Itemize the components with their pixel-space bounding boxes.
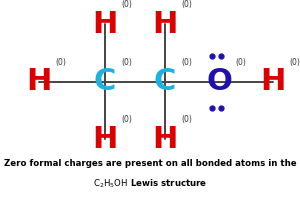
Text: (0): (0) bbox=[182, 0, 192, 9]
Text: $\mathrm{C_2H_5OH}$ Lewis structure: $\mathrm{C_2H_5OH}$ Lewis structure bbox=[93, 177, 207, 190]
Text: H: H bbox=[92, 125, 118, 154]
Text: (0): (0) bbox=[122, 58, 132, 67]
Text: H: H bbox=[26, 67, 52, 96]
Text: H: H bbox=[152, 10, 178, 39]
Text: (0): (0) bbox=[182, 115, 192, 124]
Text: H: H bbox=[92, 10, 118, 39]
Text: (0): (0) bbox=[122, 115, 132, 124]
Text: H: H bbox=[260, 67, 286, 96]
Text: O: O bbox=[206, 67, 232, 96]
Text: C: C bbox=[94, 67, 116, 96]
Text: (0): (0) bbox=[122, 0, 132, 9]
Text: (0): (0) bbox=[290, 58, 300, 67]
Text: Zero formal charges are present on all bonded atoms in the: Zero formal charges are present on all b… bbox=[4, 159, 296, 168]
Text: (0): (0) bbox=[56, 58, 66, 67]
Text: (0): (0) bbox=[182, 58, 192, 67]
Text: H: H bbox=[152, 125, 178, 154]
Text: (0): (0) bbox=[236, 58, 246, 67]
Text: C: C bbox=[154, 67, 176, 96]
